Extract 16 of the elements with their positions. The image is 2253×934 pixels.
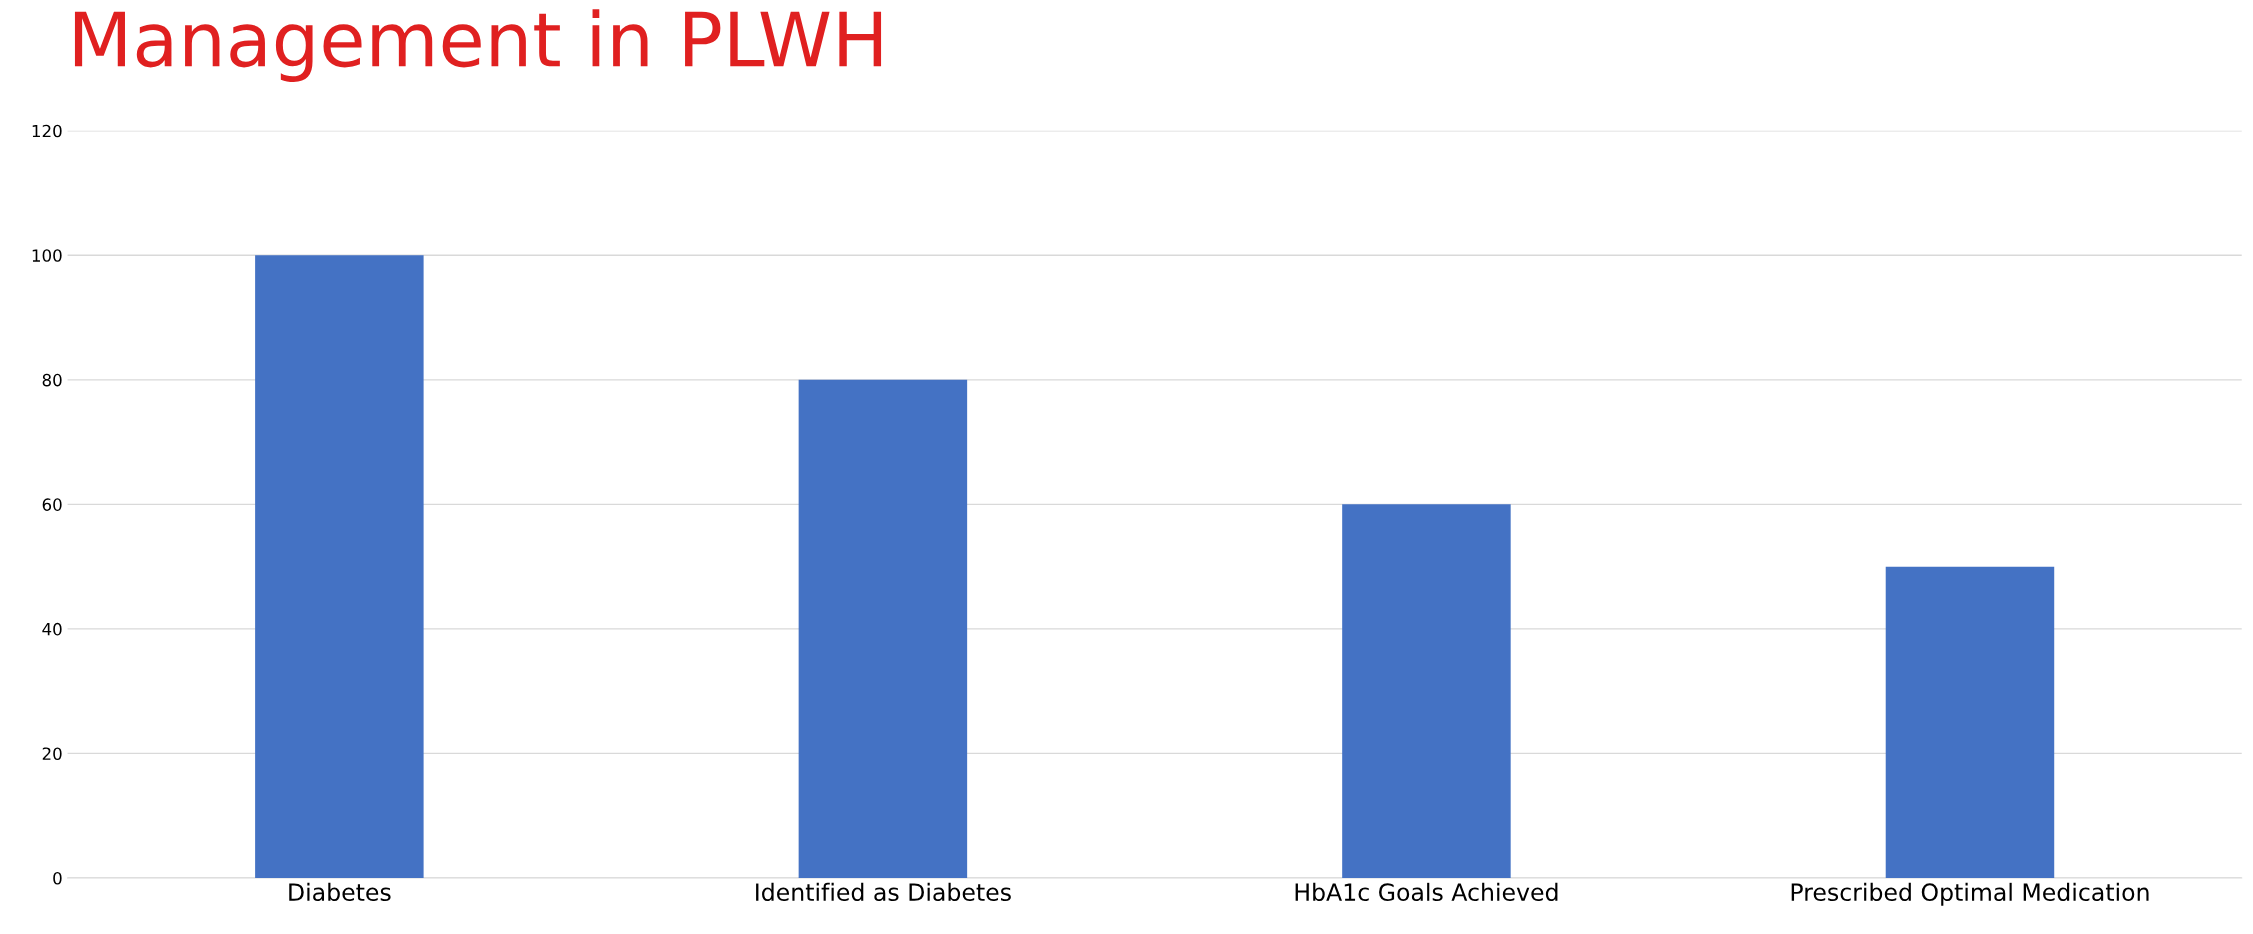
y-tick-label: 120	[32, 124, 62, 138]
y-tick-label: 0	[53, 871, 62, 885]
y-tick-label: 80	[42, 373, 62, 387]
x-tick-label: Prescribed Optimal Medication	[1791, 882, 2149, 906]
y-tick-label: 60	[42, 498, 62, 511]
x-tick-label: Diabetes	[289, 882, 391, 902]
x-tick-label: Identified as Diabetes	[756, 882, 1011, 902]
bar	[1885, 566, 2055, 878]
chart-title: Management in PLWH	[74, 9, 882, 82]
bar	[798, 379, 968, 878]
x-tick-label: HbA1c Goals Achieved	[1295, 882, 1558, 902]
y-tick-label: 40	[42, 622, 62, 636]
bar	[1342, 504, 1511, 878]
y-tick-label: 20	[42, 747, 62, 760]
bar	[255, 255, 424, 878]
y-tick-label: 100	[32, 249, 62, 262]
